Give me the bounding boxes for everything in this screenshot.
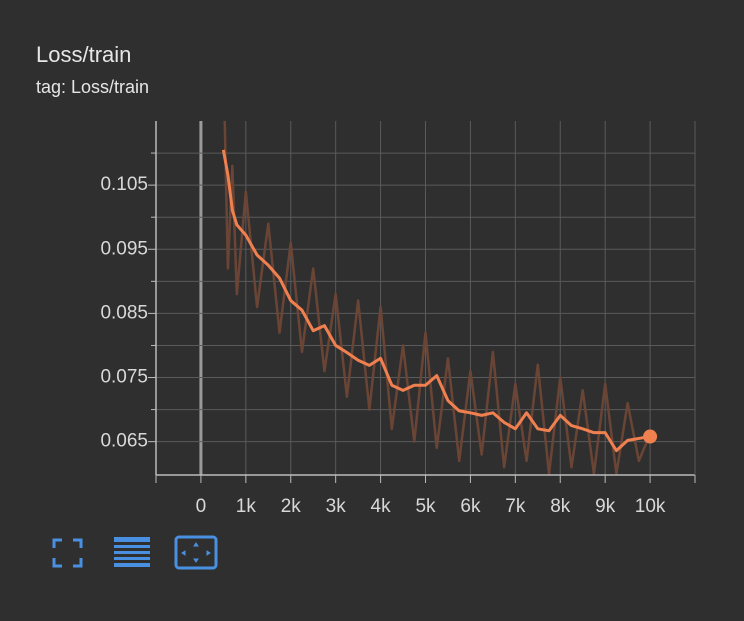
x-tick-label: 7k: [505, 496, 526, 517]
x-tick-label: 6k: [460, 496, 481, 517]
x-tick-label: 10k: [635, 496, 666, 517]
fullscreen-button[interactable]: [52, 538, 83, 568]
chart-subtitle: tag: Loss/train: [36, 77, 149, 97]
grid: [156, 121, 695, 475]
end-point: [643, 429, 658, 444]
toggle-log-button[interactable]: [114, 537, 150, 567]
x-tick-label: 5k: [415, 496, 436, 517]
series-line: [223, 121, 652, 475]
y-tick-label: 0.105: [100, 174, 148, 195]
x-tick-label: 2k: [281, 496, 302, 517]
y-tick-label: 0.075: [100, 367, 148, 388]
plot-area: [221, 121, 652, 475]
x-tick-label: 8k: [550, 496, 571, 517]
x-tick-label: 1k: [236, 496, 257, 517]
series-line: [221, 149, 651, 453]
axes: 0 1k 2k 3k 4k 5k 6k 7k 8k 9k 10k 0.065 0.075 0.085 0.0…: [100, 121, 696, 517]
x-tick-label: 9k: [595, 496, 616, 517]
fit-domain-button[interactable]: [174, 535, 218, 570]
x-tick-label: 3k: [326, 496, 347, 517]
toolbar: [52, 535, 218, 570]
x-tick-label: 4k: [371, 496, 392, 517]
y-tick-label: 0.085: [100, 302, 148, 323]
x-tick-label: 0: [196, 496, 207, 517]
y-tick-label: 0.065: [100, 431, 148, 452]
chart-title: Loss/train: [36, 42, 131, 67]
y-tick-label: 0.095: [100, 238, 148, 259]
